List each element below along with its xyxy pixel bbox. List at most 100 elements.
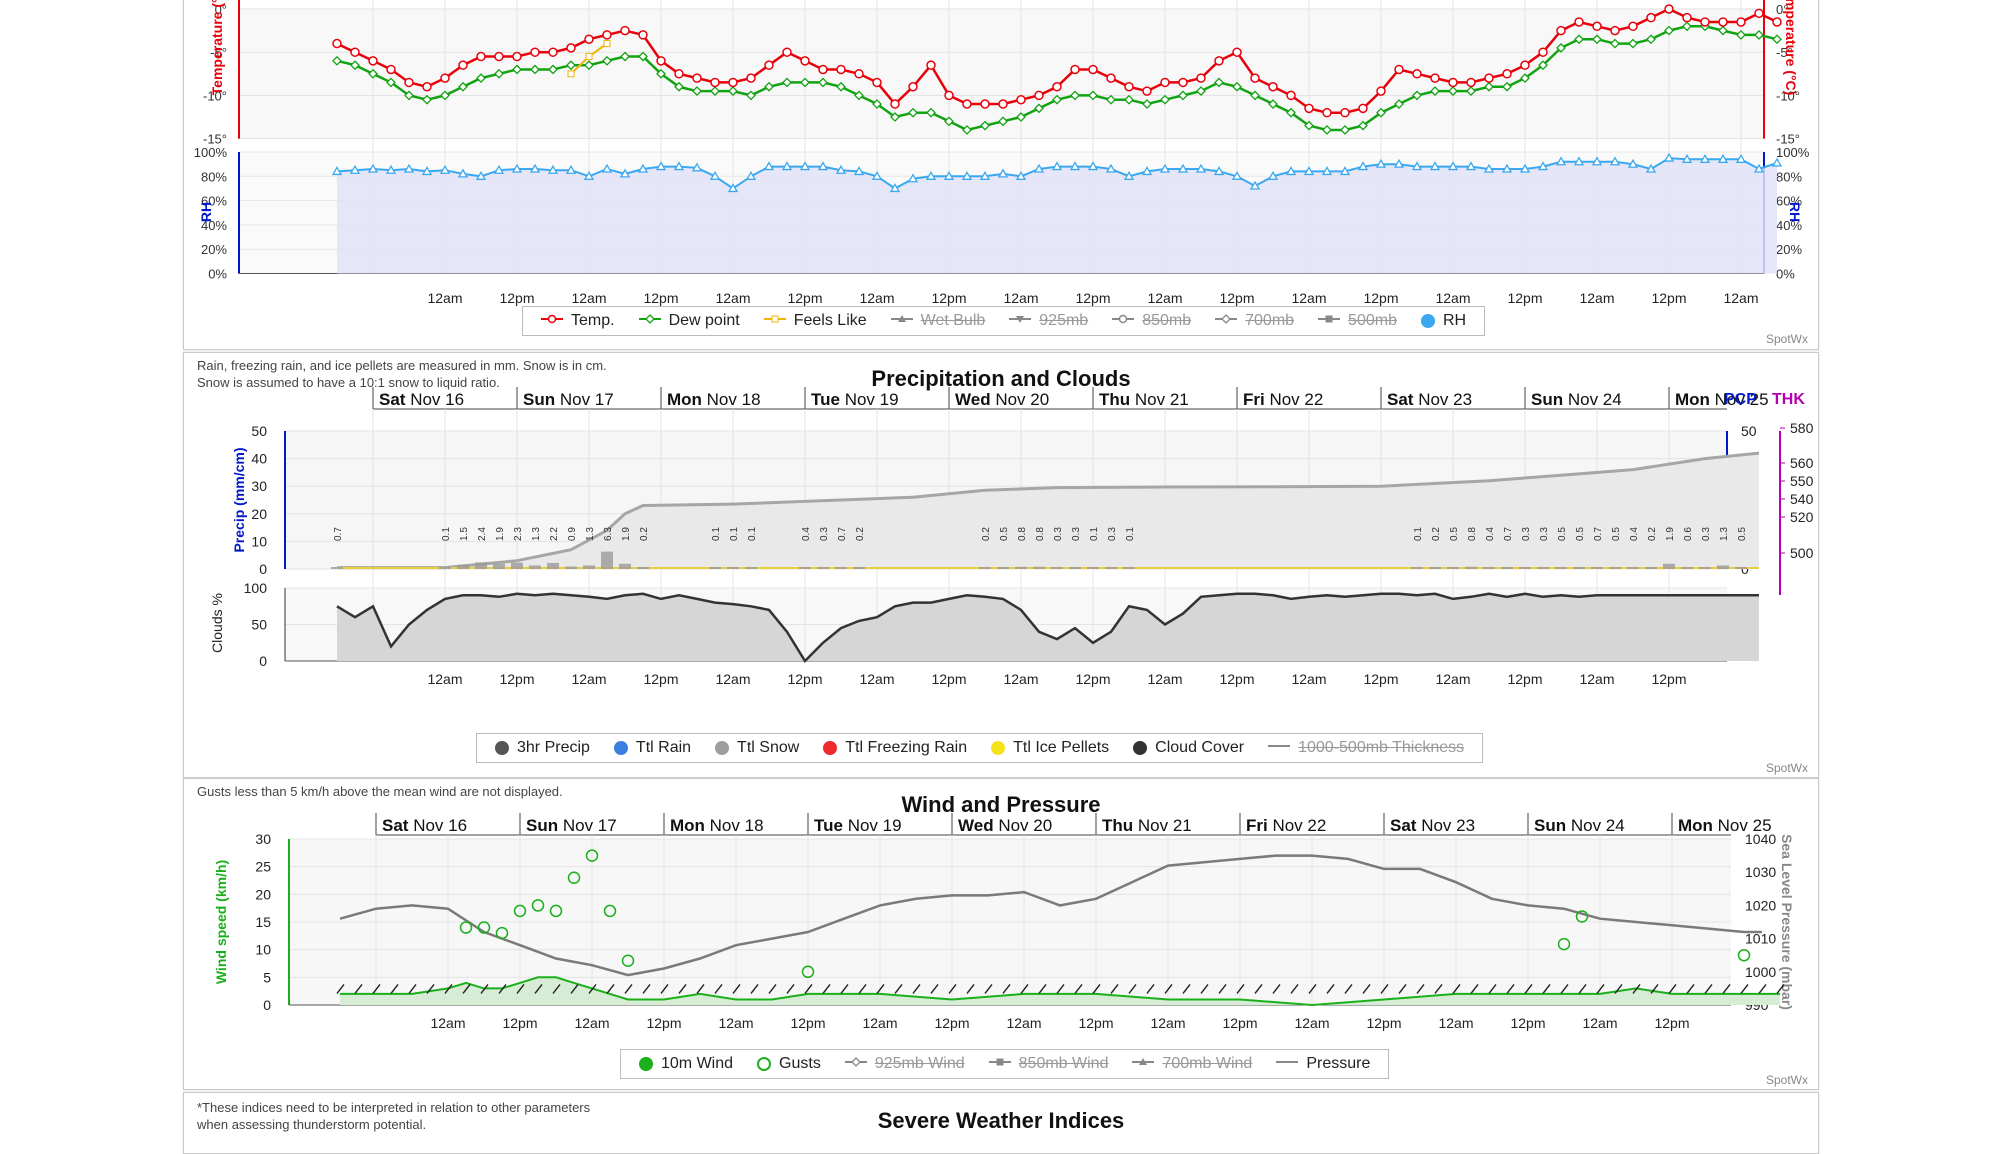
legend-item[interactable]: Ttl Rain (613, 739, 691, 757)
temperature-point (602, 30, 612, 40)
hour-tick-label: 12am (1150, 1015, 1185, 1031)
rh-point (1771, 157, 1783, 167)
precip-3hr-label: 0.4 (801, 527, 812, 541)
dewpoint-point (1304, 120, 1314, 131)
thk-tick-label: 560 (1790, 455, 1814, 471)
wind-tick-label: 20 (255, 886, 271, 902)
legend-item[interactable]: Feels Like (763, 312, 867, 331)
wind-barb (444, 983, 453, 994)
gust-point (585, 849, 599, 862)
legend-item[interactable]: Temp. (541, 312, 615, 331)
day-header-label: Sun Nov 17 (523, 390, 614, 409)
line-triangle-gray-icon (890, 312, 913, 331)
legend-item[interactable]: RH (1420, 312, 1466, 330)
line-square-gray-icon (1318, 312, 1341, 331)
spotwx-credit[interactable]: SpotWx (1765, 761, 1808, 775)
gust-point (531, 899, 545, 912)
wind-barb (1488, 983, 1497, 994)
legend-item[interactable]: Ttl Snow (715, 739, 799, 757)
precip-3hr-bar (1645, 567, 1657, 569)
wind-barb (1236, 983, 1245, 994)
precip-3hr-bar (511, 562, 523, 569)
clouds-axis-title: Clouds % (209, 593, 225, 653)
rh-point (1339, 166, 1351, 176)
wind-barb (1722, 983, 1731, 994)
legend-item[interactable]: 500mb (1318, 312, 1397, 331)
legend-item[interactable]: Ttl Ice Pellets (991, 739, 1109, 757)
wind-barb (1326, 983, 1335, 994)
gust-point (1737, 948, 1751, 962)
dewpoint-point (764, 81, 774, 92)
thk-tick-label: 580 (1790, 420, 1814, 436)
precip-3hr-label: 0.5 (999, 527, 1010, 541)
dewpoint-point (1394, 99, 1404, 109)
thk-tick-label: 520 (1790, 509, 1814, 525)
precip-3hr-label: 0.3 (1071, 527, 1082, 541)
rh-point (1501, 163, 1513, 173)
legend-item[interactable]: 10m Wind (639, 1055, 733, 1073)
temperature-point (1160, 77, 1170, 88)
temperature-point (1556, 25, 1566, 36)
legend-item[interactable]: 925mb (1009, 312, 1088, 331)
rh-point (1249, 180, 1261, 190)
line-circle-gray-icon (1112, 312, 1135, 331)
severe-weather-panel: *These indices need to be interpreted in… (183, 1092, 1819, 1154)
precip-3hr-bar (331, 567, 343, 569)
wind-barb (1020, 983, 1029, 994)
legend-item[interactable]: Cloud Cover (1133, 739, 1244, 757)
precip-3hr-bar (1483, 567, 1495, 569)
snow-area (337, 453, 1759, 569)
rh-point (889, 183, 901, 193)
rh-point (349, 164, 361, 174)
wind-barb (462, 983, 471, 994)
temperature-point (440, 73, 450, 83)
dewpoint-point (494, 68, 504, 79)
day-header-label: Sat Nov 16 (379, 390, 464, 409)
legend-item[interactable]: Gusts (757, 1055, 821, 1073)
dewpoint-point (1232, 81, 1242, 92)
wind-barb (1632, 983, 1641, 994)
day-header-label: Mon Nov 25 (1678, 816, 1772, 835)
legend-item[interactable]: 850mb (1112, 312, 1191, 331)
precip-3hr-bar (1663, 563, 1675, 569)
hour-tick-label: 12pm (1219, 290, 1254, 306)
spotwx-credit[interactable]: SpotWx (1765, 332, 1808, 346)
spotwx-credit[interactable]: SpotWx (1765, 1073, 1808, 1087)
legend-item[interactable]: Ttl Freezing Rain (823, 739, 967, 757)
dewpoint-point (548, 64, 558, 75)
line-square-gray-icon (988, 1055, 1011, 1074)
wind-barb (1524, 983, 1533, 994)
wind-barb (1182, 983, 1191, 994)
rh-point (727, 183, 739, 193)
hour-tick-label: 12pm (646, 1015, 681, 1031)
legend-item[interactable]: 3hr Precip (495, 739, 590, 757)
precip-3hr-label: 0.5 (1611, 527, 1622, 541)
wind-barb (1506, 983, 1515, 994)
temperature-point (818, 64, 828, 75)
legend-item[interactable]: Wet Bulb (890, 312, 985, 331)
legend-item[interactable]: 925mb Wind (844, 1055, 965, 1074)
legend-item[interactable]: 700mb (1215, 312, 1294, 331)
dewpoint-point (782, 77, 792, 88)
temperature-point (944, 90, 954, 101)
dewpoint-point (1358, 120, 1368, 131)
dewpoint-point (1250, 90, 1260, 101)
wind-barb (822, 983, 831, 994)
precip-3hr-bar (727, 567, 739, 569)
wind-barb (1560, 983, 1569, 994)
temperature-point (1178, 77, 1188, 88)
legend-item[interactable]: Dew point (638, 312, 740, 331)
dewpoint-point (1646, 34, 1656, 45)
dot-blue-icon (613, 741, 628, 755)
legend-item[interactable]: 700mb Wind (1132, 1055, 1252, 1074)
dewpoint-point (872, 99, 882, 109)
wind-barb (876, 983, 885, 994)
legend-item[interactable]: 1000-500mb Thickness (1268, 739, 1464, 758)
rh-point (403, 163, 415, 173)
hour-tick-label: 12am (1579, 671, 1614, 687)
legend-item[interactable]: 850mb Wind (988, 1055, 1108, 1074)
precip-tick-label-right: 50 (1741, 423, 1757, 439)
legend-label: 925mb Wind (874, 1055, 965, 1072)
wind-axis-title: Wind speed (km/h) (213, 860, 229, 984)
legend-item[interactable]: Pressure (1276, 1055, 1370, 1074)
